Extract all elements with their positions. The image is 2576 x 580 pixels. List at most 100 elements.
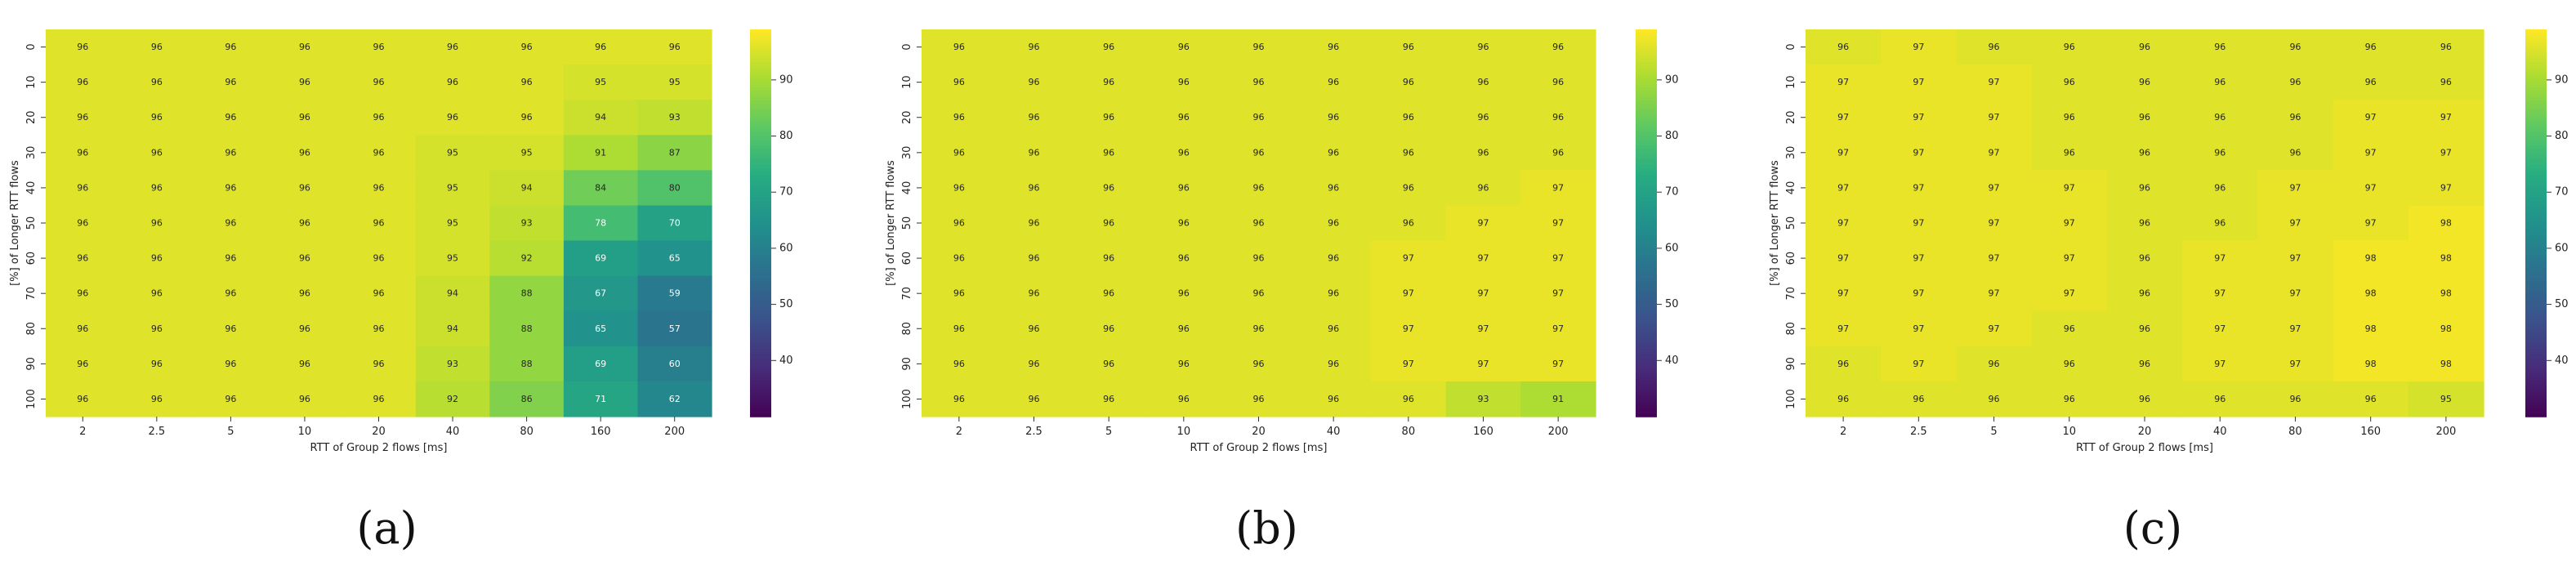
- colorbar-segment: [1636, 164, 1657, 169]
- heatmap-cell: [194, 100, 269, 136]
- cell-value-label: 95: [447, 147, 458, 158]
- heatmap-cell: [342, 100, 417, 136]
- cell-value-label: 96: [1403, 182, 1414, 193]
- heatmap-cell: [2182, 29, 2258, 65]
- heatmap-cell: [637, 310, 712, 347]
- colorbar-segment: [1636, 48, 1657, 53]
- heatmap-cell: [2106, 275, 2183, 312]
- cell-value-label: 96: [1178, 218, 1190, 229]
- colorbar-segment: [750, 232, 771, 237]
- y-tick-label: 20: [25, 110, 38, 124]
- colorbar-segment: [750, 184, 771, 189]
- colorbar-tick-label: 60: [2555, 242, 2569, 254]
- heatmap-cell: [415, 346, 490, 382]
- colorbar-segment: [2525, 220, 2547, 224]
- colorbar-segment: [1636, 368, 1657, 373]
- colorbar-segment: [750, 119, 771, 124]
- colorbar-segment: [750, 87, 771, 91]
- cell-value-label: 69: [595, 253, 606, 264]
- colorbar-segment: [2525, 313, 2547, 318]
- colorbar-segment: [1636, 32, 1657, 37]
- heatmap-cell: [563, 170, 639, 207]
- heatmap-cell: [194, 135, 269, 171]
- heatmap-cell: [2408, 100, 2484, 136]
- cell-value-label: 95: [447, 218, 458, 229]
- colorbar-segment: [750, 239, 771, 243]
- colorbar-segment: [750, 258, 771, 263]
- heatmap-cell: [119, 275, 194, 312]
- cell-value-label: 96: [1478, 42, 1489, 52]
- x-tick-label: 2.5: [148, 426, 165, 438]
- cell-value-label: 97: [1989, 253, 2000, 264]
- colorbar-segment: [2525, 326, 2547, 331]
- colorbar-segment: [2525, 190, 2547, 195]
- heatmap-cell: [2031, 240, 2108, 277]
- cell-value-label: 96: [2289, 112, 2301, 123]
- colorbar-segment: [1636, 113, 1657, 118]
- x-tick-label: 200: [2435, 426, 2456, 438]
- colorbar-segment: [2525, 407, 2547, 411]
- colorbar-segment: [1636, 87, 1657, 91]
- cell-value-label: 95: [447, 182, 458, 193]
- heatmap-cell: [2031, 381, 2108, 417]
- colorbar-segment: [2525, 145, 2547, 149]
- cell-value-label: 97: [1989, 288, 2000, 299]
- cell-value-label: 62: [669, 394, 681, 404]
- heatmap-cell: [1445, 310, 1521, 347]
- colorbar-segment: [1636, 358, 1657, 363]
- cell-value-label: 96: [1103, 323, 1114, 334]
- cell-value-label: 96: [77, 77, 88, 87]
- colorbar-segment: [750, 200, 771, 205]
- y-tick-label: 10: [1785, 75, 1797, 89]
- colorbar-segment: [1636, 203, 1657, 208]
- colorbar-segment: [1636, 390, 1657, 395]
- colorbar-segment: [1636, 136, 1657, 141]
- colorbar-segment: [750, 390, 771, 395]
- heatmap-cell: [563, 205, 639, 242]
- heatmap-cell: [1296, 29, 1372, 65]
- x-tick-label: 40: [1327, 426, 1341, 438]
- heatmap-cell: [563, 310, 639, 347]
- cell-value-label: 96: [2064, 42, 2075, 52]
- heatmap-cell: [1146, 205, 1222, 242]
- colorbar-segment: [750, 71, 771, 76]
- heatmap-cell: [1520, 100, 1596, 136]
- heatmap-cell: [119, 310, 194, 347]
- cell-value-label: 96: [1178, 42, 1190, 52]
- cell-value-label: 96: [225, 394, 236, 404]
- heatmap-cell: [1371, 29, 1447, 65]
- colorbar-segment: [750, 155, 771, 159]
- colorbar-segment: [2525, 187, 2547, 192]
- heatmap-cell: [2182, 100, 2258, 136]
- cell-value-label: 96: [373, 323, 385, 334]
- cell-value-label: 96: [1478, 182, 1489, 193]
- heatmap-cell: [996, 346, 1072, 382]
- heatmap-cell: [2257, 135, 2334, 171]
- cell-value-label: 96: [953, 182, 965, 193]
- heatmap-cell: [637, 275, 712, 312]
- cell-value-label: 97: [2365, 112, 2377, 123]
- cell-value-label: 96: [447, 112, 458, 123]
- colorbar-segment: [2525, 213, 2547, 217]
- cell-value-label: 96: [2365, 42, 2377, 52]
- cell-value-label: 96: [2139, 394, 2150, 404]
- heatmap-cell: [46, 65, 121, 100]
- heatmap-cell: [1071, 205, 1147, 242]
- heatmap-cell: [1371, 275, 1447, 312]
- cell-value-label: 97: [1478, 288, 1489, 299]
- colorbar-segment: [750, 38, 771, 43]
- cell-value-label: 96: [299, 218, 310, 229]
- cell-value-label: 96: [953, 147, 965, 158]
- colorbar-segment: [1636, 167, 1657, 172]
- heatmap-cell: [2408, 310, 2484, 347]
- colorbar-segment: [750, 265, 771, 270]
- cell-value-label: 59: [669, 288, 681, 299]
- heatmap-cell: [194, 170, 269, 207]
- heatmap-cell: [1296, 240, 1372, 277]
- colorbar-tick-label: 70: [779, 186, 793, 199]
- colorbar-segment: [1636, 239, 1657, 243]
- cell-value-label: 96: [1029, 323, 1040, 334]
- cell-value-label: 96: [2139, 182, 2150, 193]
- cell-value-label: 97: [1913, 323, 1924, 334]
